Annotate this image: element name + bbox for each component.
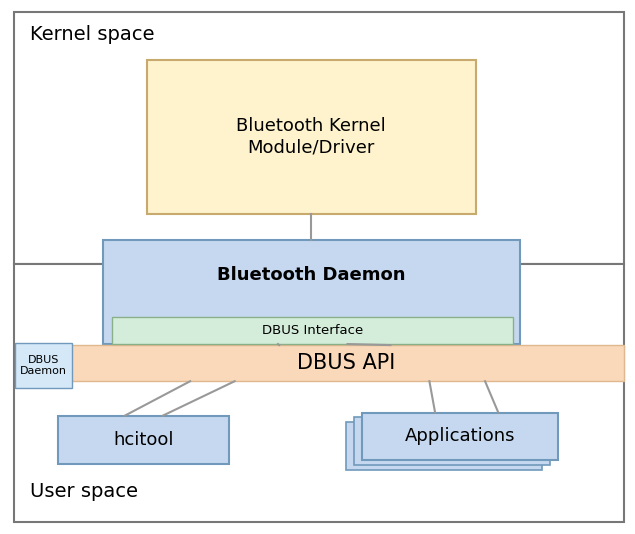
Text: DBUS Interface: DBUS Interface [262, 324, 363, 337]
Text: Bluetooth Daemon: Bluetooth Daemon [217, 266, 405, 284]
Text: Applications: Applications [405, 427, 516, 445]
FancyBboxPatch shape [15, 343, 72, 388]
FancyBboxPatch shape [354, 418, 550, 465]
FancyBboxPatch shape [68, 345, 624, 381]
Text: Kernel space: Kernel space [30, 25, 154, 44]
Text: DBUS
Daemon: DBUS Daemon [20, 355, 67, 376]
FancyBboxPatch shape [363, 413, 558, 460]
Text: DBUS API: DBUS API [297, 353, 395, 373]
FancyBboxPatch shape [58, 416, 229, 464]
Text: Bluetooth Kernel
Module/Driver: Bluetooth Kernel Module/Driver [236, 117, 386, 156]
FancyBboxPatch shape [14, 12, 624, 264]
Text: hcitool: hcitool [114, 430, 174, 449]
FancyBboxPatch shape [346, 422, 542, 470]
FancyBboxPatch shape [102, 240, 520, 344]
FancyBboxPatch shape [112, 318, 514, 344]
Text: User space: User space [30, 482, 138, 501]
FancyBboxPatch shape [147, 60, 476, 214]
FancyBboxPatch shape [14, 264, 624, 522]
